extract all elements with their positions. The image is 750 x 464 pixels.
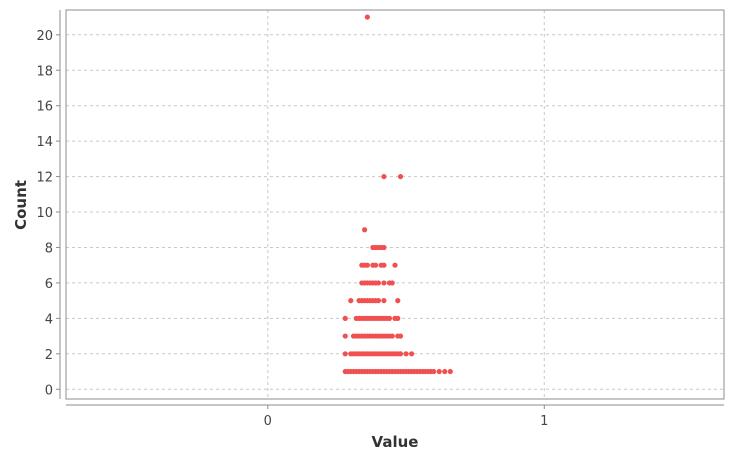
- y-axis-label: Count: [12, 180, 30, 230]
- data-point: [397, 173, 404, 180]
- y-tick-label: 2: [45, 348, 53, 363]
- y-tick-label: 16: [36, 100, 53, 115]
- y-tick-label: 18: [36, 64, 53, 79]
- data-point: [381, 244, 387, 251]
- data-point: [375, 280, 382, 286]
- y-tick-label: 6: [45, 277, 53, 292]
- data-point: [381, 298, 387, 304]
- y-tick-label: 12: [36, 171, 53, 186]
- data-point: [408, 351, 415, 357]
- data-point: [348, 298, 354, 304]
- data-point: [397, 333, 404, 339]
- data-point: [436, 368, 442, 375]
- data-point: [447, 368, 453, 375]
- x-tick-label: 1: [540, 414, 548, 429]
- data-point: [381, 262, 387, 268]
- data-point: [395, 298, 401, 304]
- y-tick-label: 20: [36, 29, 53, 44]
- data-point: [431, 368, 437, 375]
- data-point: [397, 351, 404, 357]
- data-point: [375, 298, 382, 304]
- data-point: [386, 315, 393, 321]
- data-point: [403, 351, 409, 357]
- data-point: [381, 173, 387, 180]
- y-tick-label: 10: [36, 206, 53, 221]
- data-point: [342, 351, 348, 357]
- x-axis-label: Value: [372, 433, 419, 451]
- data-point: [342, 315, 348, 321]
- plot-area: [65, 9, 725, 400]
- data-point: [389, 333, 395, 339]
- data-point: [342, 333, 348, 339]
- y-tick-label: 4: [45, 312, 53, 327]
- data-point: [361, 227, 368, 233]
- data-point: [442, 368, 448, 375]
- data-point: [364, 14, 370, 20]
- grid-layer: [66, 10, 724, 399]
- y-tick-label: 0: [45, 383, 53, 398]
- y-tick-label: 14: [36, 135, 53, 150]
- x-tick-label: 0: [264, 414, 272, 429]
- data-point: [381, 280, 387, 286]
- data-point: [389, 280, 395, 286]
- y-tick-label: 8: [45, 241, 53, 256]
- data-point: [392, 262, 398, 268]
- point-layer: [342, 14, 453, 375]
- data-point: [395, 315, 401, 321]
- data-point: [373, 262, 379, 268]
- data-point: [364, 262, 370, 268]
- tick-layer: 0 2 4 6 8 10 12 14 16 18 20 0 1: [36, 29, 548, 429]
